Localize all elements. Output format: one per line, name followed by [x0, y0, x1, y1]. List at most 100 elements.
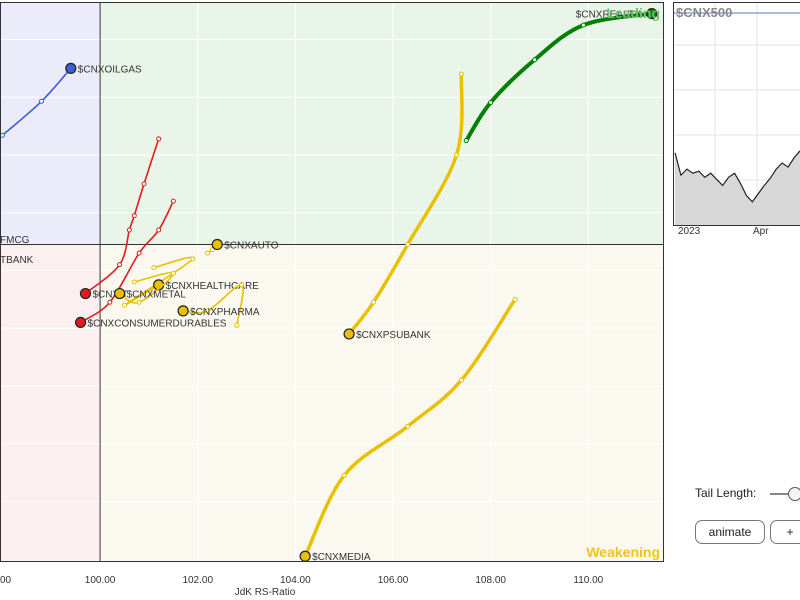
tail-point-cnxit	[126, 227, 132, 233]
quadrant-weakening	[100, 244, 664, 562]
tail-point-cnxconsumerdurables	[136, 250, 142, 256]
tail-line-cnxpsubank	[347, 72, 464, 336]
tail-point-cnxmedia	[405, 423, 411, 429]
mini-chart-x-label-2023: 2023	[678, 226, 701, 237]
tail-length-label: Tail Length:	[695, 486, 757, 500]
quadrant-label-weakening: Weakening	[586, 544, 660, 560]
tail-line-cnxpharma	[182, 284, 244, 327]
clipped-label-fmcg: FMCG	[0, 235, 30, 246]
mini-chart-area	[675, 150, 800, 225]
quadrant-leading	[100, 2, 664, 245]
series-cnxmetal: $CNXMETAL	[114, 270, 187, 305]
head-point-cnxit[interactable]	[79, 287, 92, 300]
mini-chart-line	[674, 150, 800, 203]
head-point-cnxauto[interactable]	[211, 238, 223, 251]
tail-point-cnxit	[117, 262, 123, 268]
mini-chart: $CNX500 2023 Apr	[673, 2, 800, 238]
tail-point-cnxmedia	[512, 296, 518, 302]
tail-point-cnxmetal	[170, 270, 176, 276]
head-point-cnxoilgas[interactable]	[65, 62, 77, 74]
series-cnxrealty: $CNXREALTY	[463, 7, 658, 144]
x-axis-ticks: 100.00 102.00 104.00 106.00 108.00 110.00	[85, 575, 604, 586]
tail-point-cnxpsubank	[454, 152, 459, 158]
slider-knob[interactable]	[788, 487, 800, 501]
series-cnxauto: $CNXAUTO	[205, 238, 279, 256]
series-cnxpsubank: $CNXPSUBANK	[343, 71, 464, 341]
tail-point-cnxoilgas	[39, 98, 44, 104]
tail-point-cnxmedia	[341, 472, 347, 478]
series-label-cnxhealthcare: $CNXHEALTHCARE	[166, 281, 259, 292]
series-cnxoilgas: $CNXOILGAS	[0, 62, 142, 138]
head-point-cnxconsumerdurables[interactable]	[74, 316, 87, 329]
x-tick-label: 106.00	[378, 575, 409, 586]
tail-point-cnxhealthcare	[190, 256, 196, 262]
head-point-cnxmedia[interactable]	[299, 550, 311, 562]
tail-point-cnxpharma	[239, 282, 245, 288]
head-point-cnxmetal[interactable]	[114, 287, 126, 300]
series-cnxit: $CNXIT	[79, 136, 162, 301]
series-label-cnxit: $CNXIT	[92, 290, 128, 301]
animate-button[interactable]: animate	[695, 520, 765, 544]
quadrant-backgrounds	[0, 2, 664, 562]
x-tick-partial: 00	[0, 575, 12, 586]
series-cnxconsumerdurables: $CNXCONSUMERDURABLES	[74, 198, 227, 329]
tail-point-cnxpsubank	[405, 241, 411, 247]
quadrant-label-leading: Leading	[606, 5, 660, 21]
series-cnxmedia: $CNXMEDIA	[299, 296, 518, 563]
plus-button[interactable]: +	[770, 520, 800, 544]
series-cnxpharma: $CNXPHARMA	[177, 282, 260, 328]
tail-point-cnxit	[131, 213, 137, 219]
series-label-cnxauto: $CNXAUTO	[224, 240, 278, 251]
tail-point-cnxmetal	[136, 299, 142, 305]
x-tick-label: 102.00	[182, 575, 213, 586]
x-tick-label: 110.00	[573, 575, 603, 586]
mini-chart-frame	[673, 2, 800, 226]
mini-chart-title: $CNX500	[676, 5, 732, 20]
tail-point-cnxrealty	[580, 22, 586, 28]
tail-point-cnxmetal	[131, 279, 137, 285]
tail-point-cnxhealthcare	[122, 302, 127, 308]
tail-point-cnxconsumerdurables	[156, 227, 162, 233]
tail-point-cnxpharma	[205, 308, 210, 314]
tail-point-cnxit	[141, 181, 147, 187]
series-label-cnxconsumerdurables: $CNXCONSUMERDURABLES	[88, 318, 227, 329]
series-label-cnxpharma: $CNXPHARMA	[190, 307, 260, 318]
tail-point-cnxmedia	[458, 377, 464, 383]
tail-length-slider[interactable]	[770, 487, 800, 501]
slider-track[interactable]	[770, 493, 800, 495]
tail-point-cnxrealty	[463, 138, 469, 144]
tail-point-cnxconsumerdurables	[170, 198, 176, 204]
tail-point-cnxrealty	[488, 99, 494, 105]
series-cnxhealthcare: $CNXHEALTHCARE	[122, 256, 259, 308]
tail-point-cnxit	[156, 136, 162, 142]
tail-point-cnxpsubank	[458, 71, 464, 77]
head-point-cnxrealty[interactable]	[646, 7, 658, 20]
tail-point-cnxpsubank	[371, 299, 376, 305]
rrg-chart: $CNXREALTY $CNXOILGAS $CNXIT $CNXCONSUMERDU…	[0, 2, 664, 598]
x-tick-label: 108.00	[475, 575, 506, 586]
x-tick-label: 104.00	[280, 575, 311, 586]
quadrant-improving	[0, 2, 101, 245]
series-label-cnxmedia: $CNXMEDIA	[312, 552, 371, 563]
clipped-label-tbank: TBANK	[0, 255, 34, 266]
tail-point-cnxoilgas	[0, 132, 5, 138]
series-tails: $CNXREALTY $CNXOILGAS $CNXIT $CNXCONSUMERDU…	[0, 7, 658, 563]
tail-point-cnxauto	[209, 247, 215, 253]
head-point-cnxpsubank[interactable]	[343, 328, 355, 340]
x-axis-label: JdK RS-Ratio	[235, 587, 296, 598]
series-label-cnxoilgas: $CNXOILGAS	[78, 64, 142, 75]
tail-line-cnxmetal	[118, 271, 175, 304]
series-label-cnxrealty: $CNXREALTY	[576, 10, 641, 21]
series-label-cnxmetal: $CNXMETAL	[127, 290, 187, 301]
x-tick-label: 100.00	[85, 575, 116, 586]
mini-chart-x-label-apr: Apr	[753, 226, 769, 237]
plot-frame	[0, 2, 664, 562]
tail-point-cnxhealthcare	[151, 265, 157, 271]
head-point-cnxpharma[interactable]	[177, 305, 189, 317]
tail-line-cnxit	[84, 138, 160, 295]
tail-point-cnxconsumerdurables	[107, 299, 113, 305]
tail-point-cnxrealty	[532, 57, 538, 63]
series-label-cnxpsubank: $CNXPSUBANK	[356, 330, 431, 341]
tail-point-cnxauto	[205, 250, 210, 256]
tail-point-cnxpharma	[234, 322, 240, 328]
